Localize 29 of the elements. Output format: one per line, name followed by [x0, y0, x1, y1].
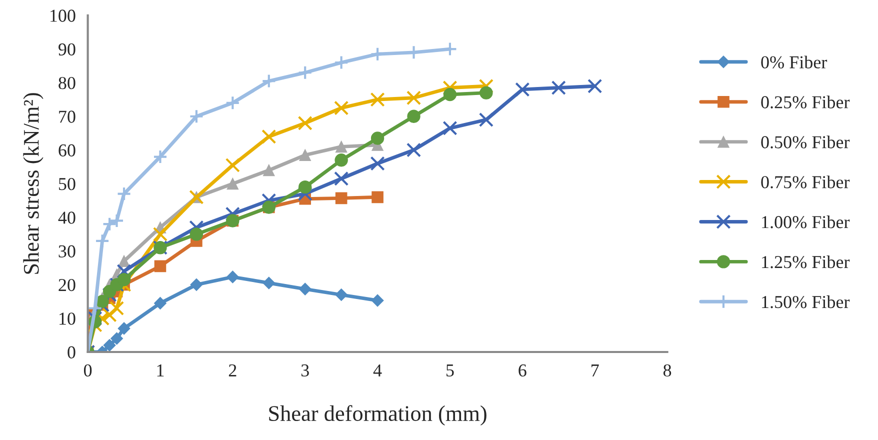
x-tick-label: 6	[518, 364, 526, 377]
y-tick-label: 40	[58, 212, 76, 224]
y-axis-title: Shear stress (kN/m²)	[23, 93, 44, 274]
y-tick-label: 70	[59, 110, 76, 123]
x-tick-label: 3	[301, 364, 309, 377]
x-tick-label: 5	[446, 364, 454, 377]
legend-label: 0.75% Fiber	[761, 176, 850, 188]
x-tick-label: 1	[157, 364, 164, 376]
x-tick-label: 2	[228, 364, 236, 376]
y-tick-label: 80	[58, 76, 76, 90]
x-tick-label: 0	[84, 364, 92, 377]
y-tick-label: 20	[58, 278, 76, 292]
legend-label: 1.25% Fiber	[762, 255, 850, 268]
legend-label: 1.00% Fiber	[762, 216, 850, 228]
y-tick-label: 10	[60, 312, 76, 325]
y-tick-label: 30	[58, 245, 76, 258]
y-tick-label: 50	[58, 178, 76, 190]
y-tick-label: 60	[58, 144, 76, 156]
x-tick-label: 7	[592, 364, 599, 376]
y-tick-label: 0	[68, 346, 76, 358]
legend-label: 0.50% Fiber	[761, 136, 850, 148]
x-axis-title: Shear deformation (mm)	[269, 405, 486, 426]
x-tick-label: 8	[663, 364, 672, 377]
legend-label: 0.25% Fiber	[761, 96, 850, 108]
x-tick-label: 4	[373, 364, 382, 376]
legend-label: 0% Fiber	[761, 56, 828, 68]
y-tick-label: 100	[50, 10, 76, 22]
legend-label: 1.50% Fiber	[762, 295, 850, 308]
y-tick-label: 90	[58, 43, 76, 56]
